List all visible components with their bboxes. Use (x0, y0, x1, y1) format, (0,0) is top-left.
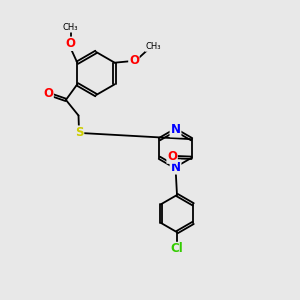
Text: O: O (66, 37, 76, 50)
Text: CH₃: CH₃ (63, 23, 78, 32)
Text: N: N (170, 160, 181, 174)
Text: Cl: Cl (171, 242, 183, 256)
Text: CH₃: CH₃ (146, 42, 161, 51)
Text: O: O (129, 54, 139, 67)
Text: O: O (167, 150, 177, 163)
Text: S: S (75, 126, 83, 140)
Text: O: O (43, 86, 53, 100)
Text: N: N (170, 123, 181, 136)
